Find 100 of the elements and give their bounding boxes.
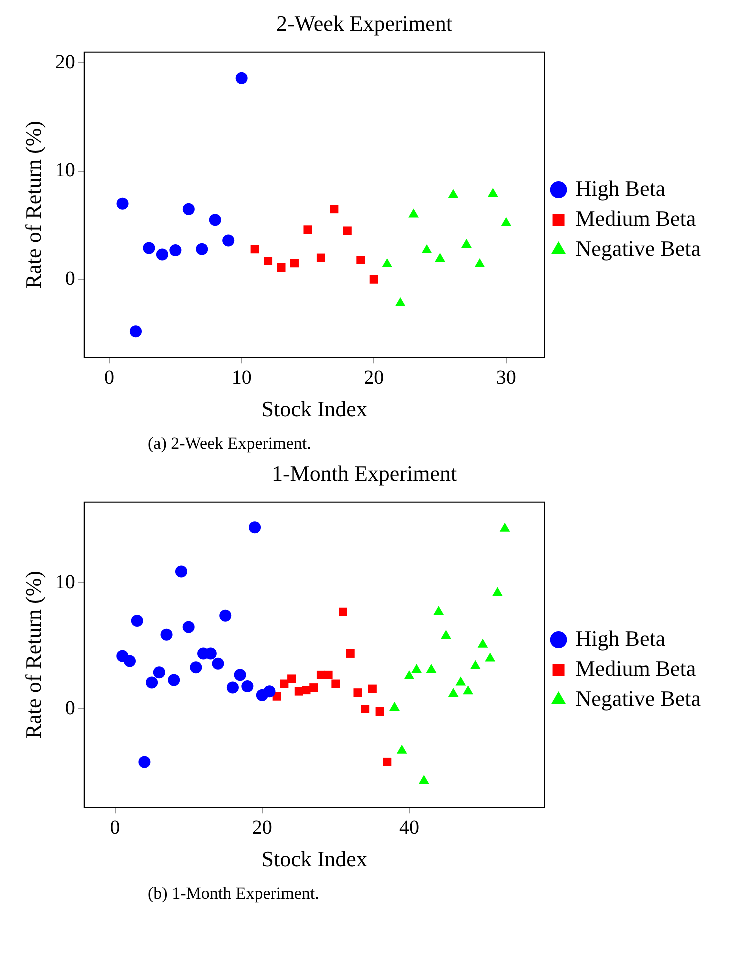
point bbox=[330, 205, 339, 214]
point bbox=[434, 606, 444, 616]
x-axis-title: Stock Index bbox=[262, 846, 368, 872]
point bbox=[474, 258, 486, 268]
y-axis-title: Rate of Return (%) bbox=[20, 571, 46, 739]
point bbox=[316, 254, 326, 262]
point bbox=[310, 684, 318, 692]
y-axis-title: Rate of Return (%) bbox=[20, 121, 46, 289]
point bbox=[182, 621, 195, 634]
point bbox=[470, 660, 481, 670]
point bbox=[277, 264, 286, 272]
point bbox=[370, 275, 378, 284]
point bbox=[356, 256, 366, 264]
point bbox=[492, 587, 503, 596]
point bbox=[435, 253, 446, 262]
point bbox=[222, 234, 235, 247]
point bbox=[250, 245, 260, 254]
point bbox=[290, 259, 299, 268]
point bbox=[332, 680, 340, 688]
y-tick-label: 0 bbox=[65, 697, 76, 720]
point bbox=[304, 226, 312, 234]
point bbox=[130, 326, 142, 338]
legend-label: High Beta bbox=[576, 626, 666, 651]
point bbox=[404, 670, 415, 680]
point bbox=[242, 680, 254, 693]
point bbox=[339, 608, 348, 616]
y-tick-label: 10 bbox=[55, 160, 76, 182]
point bbox=[485, 652, 496, 662]
legend-label: Negative Beta bbox=[576, 236, 702, 261]
point bbox=[280, 680, 289, 688]
point bbox=[500, 522, 510, 532]
point bbox=[426, 664, 437, 674]
chart-title: 1-Month Experiment bbox=[272, 460, 458, 486]
point bbox=[456, 676, 466, 686]
point bbox=[236, 72, 248, 84]
point bbox=[324, 670, 333, 680]
point bbox=[396, 744, 408, 754]
point bbox=[448, 189, 459, 198]
point bbox=[249, 522, 262, 534]
x-tick-label: 0 bbox=[110, 816, 120, 839]
point bbox=[153, 666, 166, 679]
point bbox=[478, 638, 488, 648]
point bbox=[383, 758, 392, 766]
point bbox=[354, 688, 362, 698]
point bbox=[138, 756, 151, 768]
point bbox=[160, 628, 173, 641]
x-tick-label: 10 bbox=[232, 366, 252, 389]
x-tick-label: 30 bbox=[496, 366, 516, 389]
point bbox=[361, 704, 370, 714]
point bbox=[376, 708, 384, 716]
point bbox=[131, 614, 144, 627]
point bbox=[408, 208, 420, 218]
point bbox=[422, 244, 432, 254]
point bbox=[390, 702, 400, 711]
x-tick-label: 20 bbox=[252, 816, 272, 839]
text: (b) 1-Month Experiment. bbox=[148, 884, 320, 904]
x-axis-title: Stock Index bbox=[262, 396, 368, 422]
point bbox=[124, 655, 136, 668]
chart-title: 2-Week Experiment bbox=[276, 10, 452, 36]
point bbox=[220, 610, 232, 622]
x-tick-label: 0 bbox=[104, 366, 115, 389]
point bbox=[343, 226, 352, 236]
point bbox=[116, 198, 129, 210]
point bbox=[418, 775, 430, 784]
point bbox=[448, 688, 459, 698]
point bbox=[463, 686, 474, 695]
point bbox=[209, 214, 222, 226]
point bbox=[488, 188, 498, 198]
point bbox=[264, 257, 273, 266]
point bbox=[226, 682, 239, 694]
point bbox=[288, 674, 296, 684]
point bbox=[294, 687, 304, 696]
legend-label: Medium Beta bbox=[576, 656, 696, 681]
point bbox=[170, 244, 182, 256]
y-tick-label: 20 bbox=[55, 51, 76, 74]
legend-label: High Beta bbox=[576, 176, 666, 201]
point bbox=[190, 662, 202, 674]
text: (a) 2-Week Experiment. bbox=[148, 434, 312, 454]
point bbox=[182, 203, 195, 216]
point bbox=[346, 649, 355, 658]
point bbox=[412, 664, 422, 674]
point bbox=[264, 686, 276, 698]
x-tick-label: 20 bbox=[364, 366, 384, 389]
point bbox=[368, 684, 377, 694]
y-tick-label: 10 bbox=[55, 571, 76, 594]
point bbox=[395, 297, 406, 306]
point bbox=[175, 566, 188, 578]
point bbox=[501, 217, 512, 226]
point bbox=[212, 658, 224, 670]
point bbox=[168, 674, 180, 686]
point bbox=[156, 248, 168, 261]
y-tick-label: 0 bbox=[65, 268, 76, 290]
point bbox=[441, 630, 452, 640]
point bbox=[196, 243, 208, 256]
point bbox=[146, 676, 158, 689]
point bbox=[462, 239, 472, 248]
point bbox=[143, 242, 156, 254]
point bbox=[234, 669, 246, 682]
legend-label: Negative Beta bbox=[576, 686, 702, 711]
point bbox=[382, 258, 393, 268]
